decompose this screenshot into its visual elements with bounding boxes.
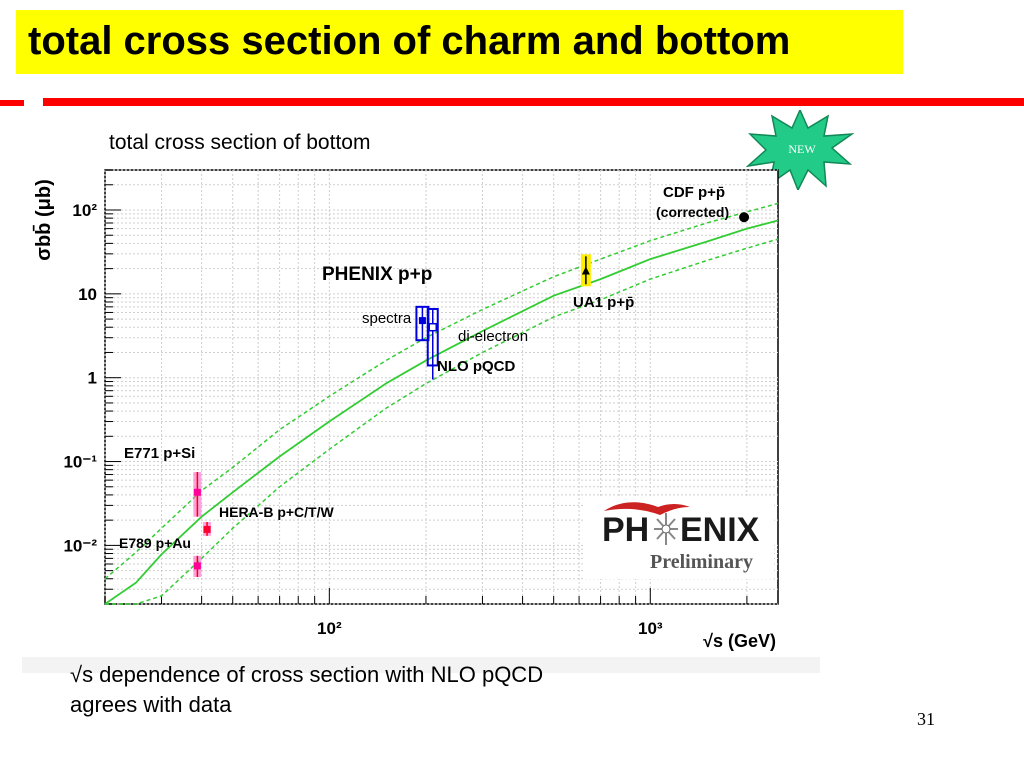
badge-label: NEW: [788, 142, 816, 156]
point-6: [193, 562, 201, 570]
nlo-curves: [104, 202, 779, 605]
y-axis-label: σbb̄ (μb): [33, 179, 55, 260]
spectra-point: [418, 317, 426, 325]
red-rule: [43, 98, 1024, 106]
slide-title: total cross section of charm and bottom: [28, 19, 791, 63]
red-rule-left: [0, 100, 24, 106]
page-number: 31: [917, 709, 935, 729]
y-tick-label: 10⁻²: [63, 536, 97, 555]
logo-text-enix: ENIX: [680, 511, 760, 549]
axes: 10² 10³ 10² 10 1 10⁻¹ 10⁻² √s (GeV) σbb̄ (μb): [33, 169, 776, 651]
point-5: [203, 525, 211, 533]
caption-line-2: agrees with data: [70, 692, 232, 717]
chart-labels: CDF p+p̄ (corrected) UA1 p+p̄ PHENIX p+p spe…: [119, 184, 729, 551]
y-tick-label: 10²: [72, 201, 97, 220]
e771-label: E771 p+Si: [124, 445, 195, 462]
dielectron-point: [428, 322, 437, 332]
x-tick-label: 10³: [638, 619, 663, 638]
spectra-label: spectra: [362, 310, 412, 327]
data-points: [193, 212, 750, 577]
y-tick-label: 1: [88, 369, 97, 388]
dielectron-label: di-electron: [458, 328, 528, 345]
phenix-spark-icon: [654, 513, 678, 545]
cross-section-chart: 10² 10³ 10² 10 1 10⁻¹ 10⁻² √s (GeV) σbb̄ (μb) CD…: [33, 169, 779, 651]
logo-text-ph: PH: [602, 511, 650, 549]
point-4: [193, 488, 201, 496]
caption-line-1: √s dependence of cross section with NLO …: [70, 662, 544, 687]
ua1-label: UA1 p+p̄: [573, 294, 634, 311]
nlo-central-curve: [104, 219, 779, 605]
grid: [104, 169, 778, 605]
nlo-upper-band: [104, 202, 779, 580]
nlo-lower-band: [105, 238, 779, 605]
x-axis-label: √s (GeV): [703, 631, 776, 651]
phenix-logo: PH ENIX Preliminary: [584, 497, 774, 579]
logo-preliminary: Preliminary: [650, 551, 753, 573]
herab-label: HERA-B p+C/T/W: [219, 504, 335, 520]
title-box: total cross section of charm and bottom: [16, 10, 903, 74]
e789-label: E789 p+Au: [119, 535, 191, 551]
nlo-label: NLO pQCD: [437, 358, 515, 375]
caption-band: [22, 657, 820, 673]
phenix-wing-icon: [604, 502, 690, 515]
phenix-label: PHENIX p+p: [322, 264, 432, 285]
y-tick-label: 10⁻¹: [63, 453, 97, 472]
cdf-sublabel: (corrected): [656, 204, 729, 220]
caption: √s dependence of cross section with NLO …: [70, 660, 670, 720]
y-tick-label: 10: [78, 285, 97, 304]
cdf-label: CDF p+p̄: [663, 184, 725, 201]
x-tick-label: 10²: [317, 619, 342, 638]
chart-subtitle: total cross section of bottom: [109, 131, 371, 154]
cdf-point: [739, 212, 750, 223]
ua1-point: [581, 266, 590, 275]
